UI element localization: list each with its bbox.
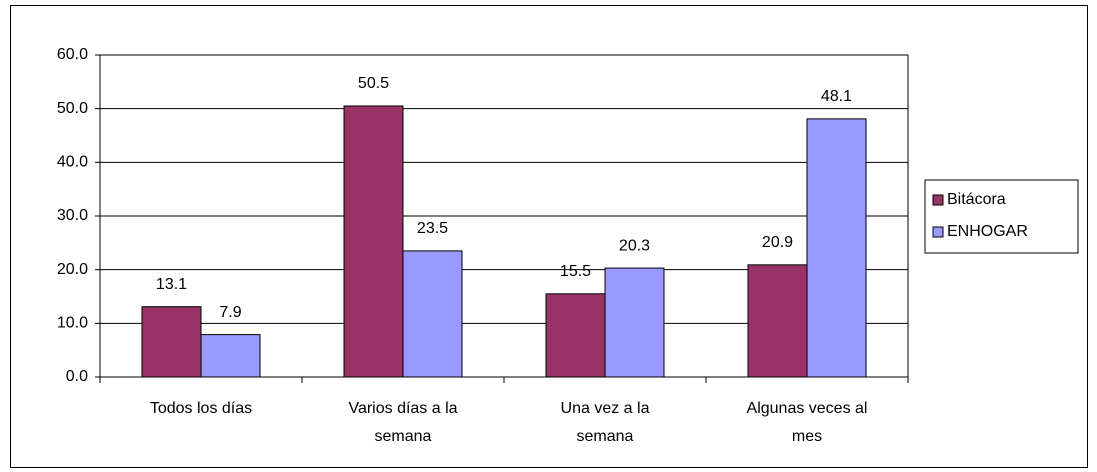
- data-label: 15.5: [560, 263, 591, 280]
- bar: [545, 293, 606, 378]
- bar: [141, 306, 202, 378]
- data-label: 13.1: [156, 276, 187, 293]
- y-tick-label: 20.0: [57, 261, 88, 278]
- bar: [806, 118, 867, 378]
- y-tick-label: 10.0: [57, 315, 88, 332]
- data-label: 7.9: [219, 304, 241, 321]
- data-label: 23.5: [417, 220, 448, 237]
- y-tick-label: 30.0: [57, 207, 88, 224]
- x-tick-label: Algunas veces al mes: [746, 400, 868, 445]
- x-tick-label: Todos los días: [149, 400, 253, 417]
- bar: [604, 267, 665, 378]
- bar: [343, 105, 404, 378]
- legend-swatch: [932, 226, 944, 238]
- bar: [200, 334, 261, 378]
- y-tick-label: 60.0: [57, 46, 88, 63]
- legend-box: [924, 179, 1079, 254]
- data-label: 50.5: [358, 75, 389, 92]
- bar: [402, 250, 463, 378]
- x-tick-label: Varios días a la semana: [348, 400, 458, 445]
- y-tick-label: 0.0: [66, 368, 88, 385]
- bar: [747, 264, 808, 378]
- y-tick-label: 40.0: [57, 154, 88, 171]
- legend-swatch: [932, 194, 944, 206]
- chart-border: [10, 5, 1088, 468]
- legend-label: Bitácora: [947, 191, 1006, 208]
- x-tick-label: Una vez a la semana: [560, 400, 650, 445]
- legend-label: ENHOGAR: [947, 223, 1028, 240]
- data-label: 20.3: [619, 237, 650, 254]
- y-tick-label: 50.0: [57, 100, 88, 117]
- data-label: 48.1: [821, 88, 852, 105]
- data-label: 20.9: [762, 234, 793, 251]
